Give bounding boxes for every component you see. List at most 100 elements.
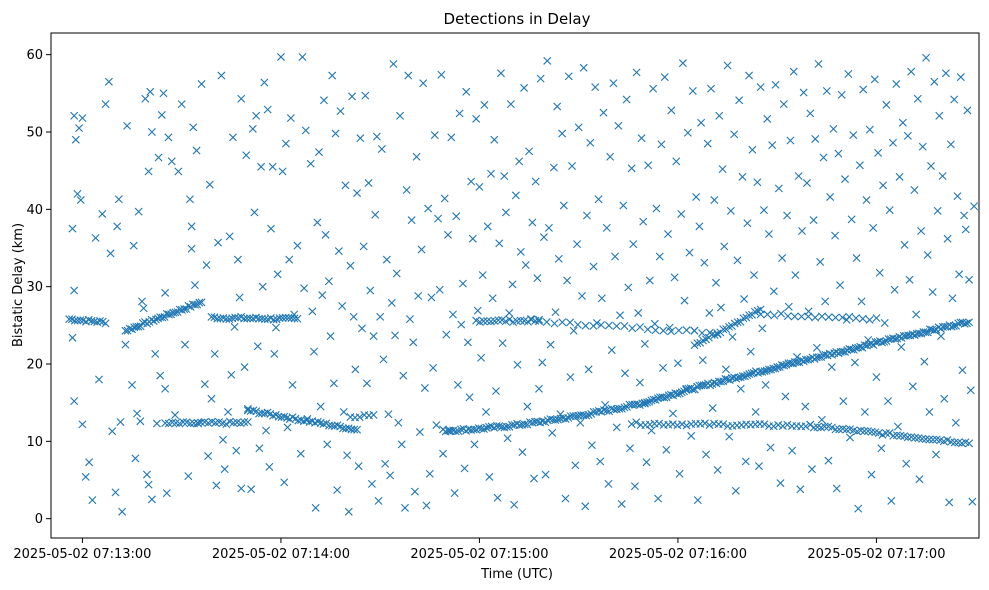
noise-point [599, 108, 608, 117]
noise-point [779, 100, 788, 109]
noise-point [773, 363, 782, 372]
noise-point [801, 402, 810, 411]
noise-point [880, 319, 889, 327]
noise-point [376, 312, 385, 321]
noise-point [725, 432, 734, 441]
noise-point [594, 195, 603, 204]
noise-point [887, 496, 896, 505]
noise-point [769, 287, 778, 296]
noise-point [357, 324, 366, 333]
noise-point [346, 261, 355, 270]
noise-point [389, 59, 398, 68]
track-point [717, 377, 726, 386]
noise-point [491, 387, 500, 396]
track-point [350, 425, 359, 434]
noise-point [546, 340, 555, 349]
noise-point [827, 363, 836, 372]
noise-point [680, 296, 689, 305]
track-point [660, 393, 669, 402]
track-point [682, 326, 691, 335]
noise-point [621, 369, 629, 378]
noise-point [161, 288, 170, 297]
track-point [960, 319, 969, 328]
track-point [817, 312, 826, 321]
noise-point [434, 214, 443, 223]
noise-point [935, 111, 944, 120]
noise-point [592, 319, 601, 327]
noise-point [500, 172, 509, 181]
noise-point [579, 63, 588, 72]
noise-point [495, 239, 504, 248]
track-point [280, 412, 289, 421]
noise-point [647, 426, 656, 435]
track-point [479, 425, 488, 434]
noise-point [740, 295, 749, 304]
noise-point [659, 363, 668, 372]
noise-point [381, 459, 390, 468]
noise-point [204, 452, 213, 461]
noise-point [146, 87, 155, 96]
noise-point [283, 423, 292, 432]
noise-point [879, 181, 888, 190]
noise-point [920, 357, 929, 366]
noise-point [965, 275, 974, 284]
noise-point [839, 397, 848, 406]
noise-point [548, 428, 557, 437]
track-point [682, 386, 691, 394]
track-point [838, 347, 847, 356]
noise-point [927, 162, 936, 171]
track-point [240, 418, 249, 427]
noise-point [711, 278, 720, 287]
noise-point [561, 494, 570, 503]
noise-point [341, 181, 350, 190]
noise-point [88, 496, 97, 505]
noise-point [85, 458, 94, 467]
noise-point [695, 222, 704, 231]
noise-point [650, 319, 659, 328]
noise-point [394, 418, 403, 427]
noise-point [869, 223, 878, 232]
noise-point [227, 370, 236, 379]
noise-point [602, 223, 611, 232]
noise-point [660, 73, 669, 82]
noise-point [867, 470, 876, 479]
noise-point [730, 130, 739, 139]
noise-point [237, 484, 246, 493]
noise-point [707, 84, 716, 93]
noise-point [326, 332, 335, 341]
noise-point [713, 465, 722, 474]
noise-point [440, 194, 449, 203]
noise-point [362, 379, 371, 388]
noise-point [338, 302, 347, 310]
noise-point [573, 240, 582, 249]
noise-point [392, 269, 401, 278]
y-axis: 0 10 20 30 40 50 60 [26, 48, 51, 527]
noise-point [520, 83, 529, 92]
noise-point [832, 484, 841, 493]
noise-point [257, 162, 266, 171]
track-point [566, 318, 575, 327]
noise-point [607, 346, 616, 355]
noise-point [118, 507, 127, 516]
noise-point [632, 68, 641, 77]
track-point [769, 422, 778, 431]
noise-point [177, 100, 186, 109]
track-point [197, 418, 206, 427]
noise-point [205, 180, 214, 189]
noise-point [900, 240, 909, 249]
noise-point [804, 307, 813, 316]
noise-point [685, 248, 694, 257]
x-tick-label: 2025-05-02 07:15:00 [410, 547, 548, 562]
noise-point [220, 465, 229, 474]
noise-point [912, 310, 921, 319]
noise-point [630, 482, 639, 491]
track-point [520, 420, 529, 429]
noise-point [578, 291, 586, 300]
noise-point [412, 152, 421, 161]
noise-point [733, 256, 742, 265]
track-point [164, 310, 173, 319]
noise-point [625, 444, 634, 453]
track-point [649, 395, 658, 404]
noise-point [377, 145, 386, 153]
track-point [878, 338, 887, 347]
